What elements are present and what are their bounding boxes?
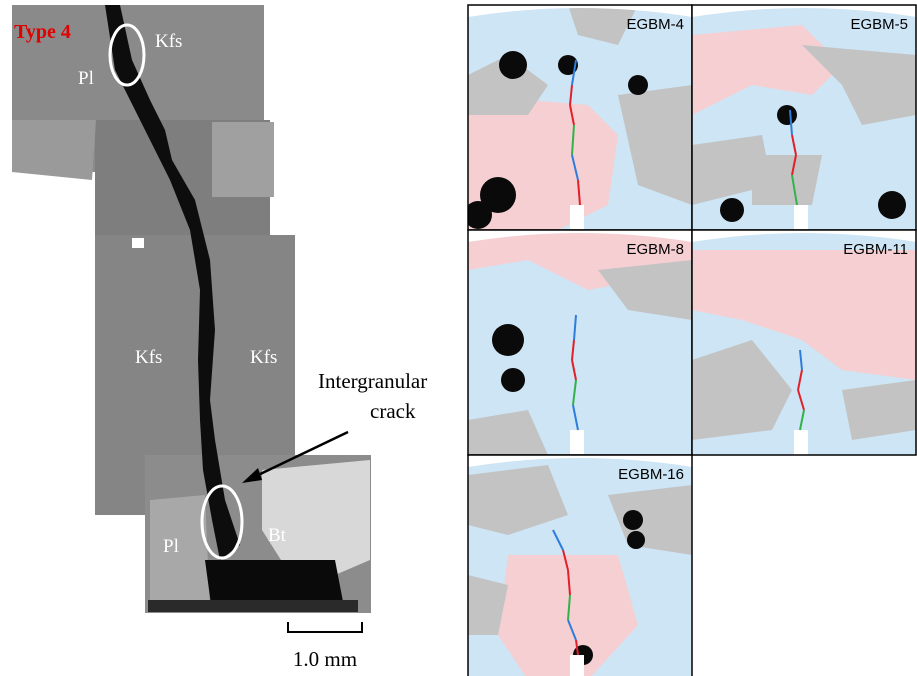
panel-label: EGBM-5 — [850, 16, 908, 33]
panel — [692, 5, 916, 230]
type-label: Type 4 — [14, 21, 71, 43]
annotation: crack — [370, 399, 416, 423]
void — [720, 198, 744, 222]
panel-label: EGBM-11 — [843, 241, 908, 258]
panel — [464, 5, 692, 230]
panel-label: EGBM-4 — [626, 16, 684, 33]
void — [777, 105, 797, 125]
notch — [570, 430, 584, 455]
grey-grain — [752, 155, 822, 205]
panel — [468, 230, 692, 455]
panel-label: EGBM-16 — [618, 466, 684, 483]
void — [878, 191, 906, 219]
scale-bar — [288, 622, 362, 632]
mineral-label: Pl — [163, 536, 179, 557]
panel-label: EGBM-8 — [626, 241, 684, 258]
void — [499, 51, 527, 79]
notch — [794, 205, 808, 230]
figure: Type 4 Kfs Pl Kfs Kfs Pl Bt Intergranula… — [0, 0, 917, 676]
notch — [570, 655, 584, 676]
sem-mosaic — [12, 5, 371, 613]
simulation-panels: EGBM-4 EGBM-5 EGBM-8 EGBM-11 EGBM-16 — [464, 5, 916, 676]
notch — [794, 430, 808, 455]
void — [492, 324, 524, 356]
mineral-label: Pl — [78, 68, 94, 89]
mineral-label: Kfs — [155, 31, 182, 52]
void — [623, 510, 643, 530]
void — [628, 75, 648, 95]
void — [501, 368, 525, 392]
panel — [692, 230, 916, 455]
scale-label: 1.0 mm — [293, 647, 357, 671]
annotation: Intergranular — [318, 369, 427, 393]
panel — [468, 455, 692, 676]
mineral-label: Kfs — [135, 347, 162, 368]
grey-grain — [842, 380, 916, 440]
void — [627, 531, 645, 549]
notch — [570, 205, 584, 230]
mineral-label: Kfs — [250, 347, 277, 368]
mineral-label: Bt — [268, 525, 287, 546]
